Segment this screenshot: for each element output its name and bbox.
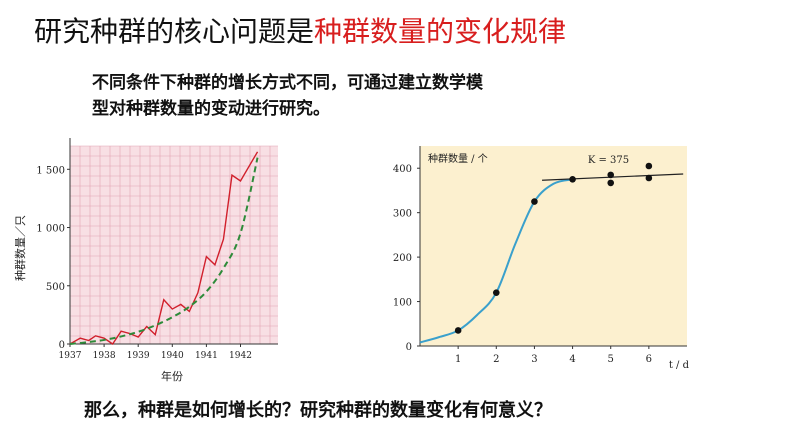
x-tick-label: 4 [569,354,575,365]
data-point [569,176,576,183]
x-tick-label: 1942 [229,351,252,361]
k-annotation: K = 375 [588,155,629,166]
data-point [645,162,653,170]
discussion-question: 那么，种群是如何增长的？研究种群的数量变化有何意义？ [84,400,552,421]
x-tick-label: 1938 [93,351,116,361]
x-axis-label: t / d [669,360,690,371]
trend-curve-dashed [69,157,259,345]
y-axis-label: 种群数量／只 [13,215,27,281]
y-tick-label: 500 [46,282,65,293]
x-tick-label: 1 [455,354,461,365]
data-point [492,289,500,296]
x-tick-label: 5 [608,354,614,365]
slide-title: 研究种群的核心问题是种群数量的变化规律 [34,12,566,52]
data-point [607,179,615,187]
y-tick-label: 1 000 [36,224,65,235]
intro-text: 不同条件下种群的增长方式不同，可通过建立数学模 型对种群数量的变动进行研究。 [92,70,652,122]
data-point [607,171,615,179]
logistic-growth-chart: 0 100 200 300 400 1 2 3 4 5 6 K = 375 种群数量 / 个 t / d [393,146,690,371]
x-axis-label: 年份 [161,369,183,383]
data-point [454,327,462,334]
title-plain: 研究种群的核心问题是 [34,15,315,48]
intro-line-1: 不同条件下种群的增长方式不同，可通过建立数学模 [92,73,483,93]
plot-background [70,146,278,344]
title-highlight: 种群数量的变化规律 [314,15,567,48]
data-point [645,174,653,182]
x-tick-label: 3 [531,354,537,365]
y-tick-label: 300 [393,209,412,220]
y-tick-label: 100 [393,298,412,309]
y-tick-label: 1 500 [36,165,65,176]
exponential-growth-chart: 0 500 1 000 1 500 1937 1938 1939 1940 1941 1942 种群… [13,138,278,383]
y-tick-label: 400 [393,164,412,175]
x-tick-label: 6 [646,354,652,365]
x-tick-label: 1939 [127,351,150,361]
x-tick-label: 2 [493,354,499,365]
x-tick-label: 1941 [195,351,218,361]
x-tick-label: 1937 [59,351,82,361]
population-line [69,151,259,345]
intro-line-2: 型对种群数量的变动进行研究。 [92,99,330,119]
x-tick-label: 1940 [161,351,184,361]
y-axis-label: 种群数量 / 个 [428,152,488,165]
data-point [531,198,538,205]
y-tick-label: 0 [406,342,412,353]
y-tick-label: 0 [59,340,65,351]
y-tick-label: 200 [393,253,412,264]
